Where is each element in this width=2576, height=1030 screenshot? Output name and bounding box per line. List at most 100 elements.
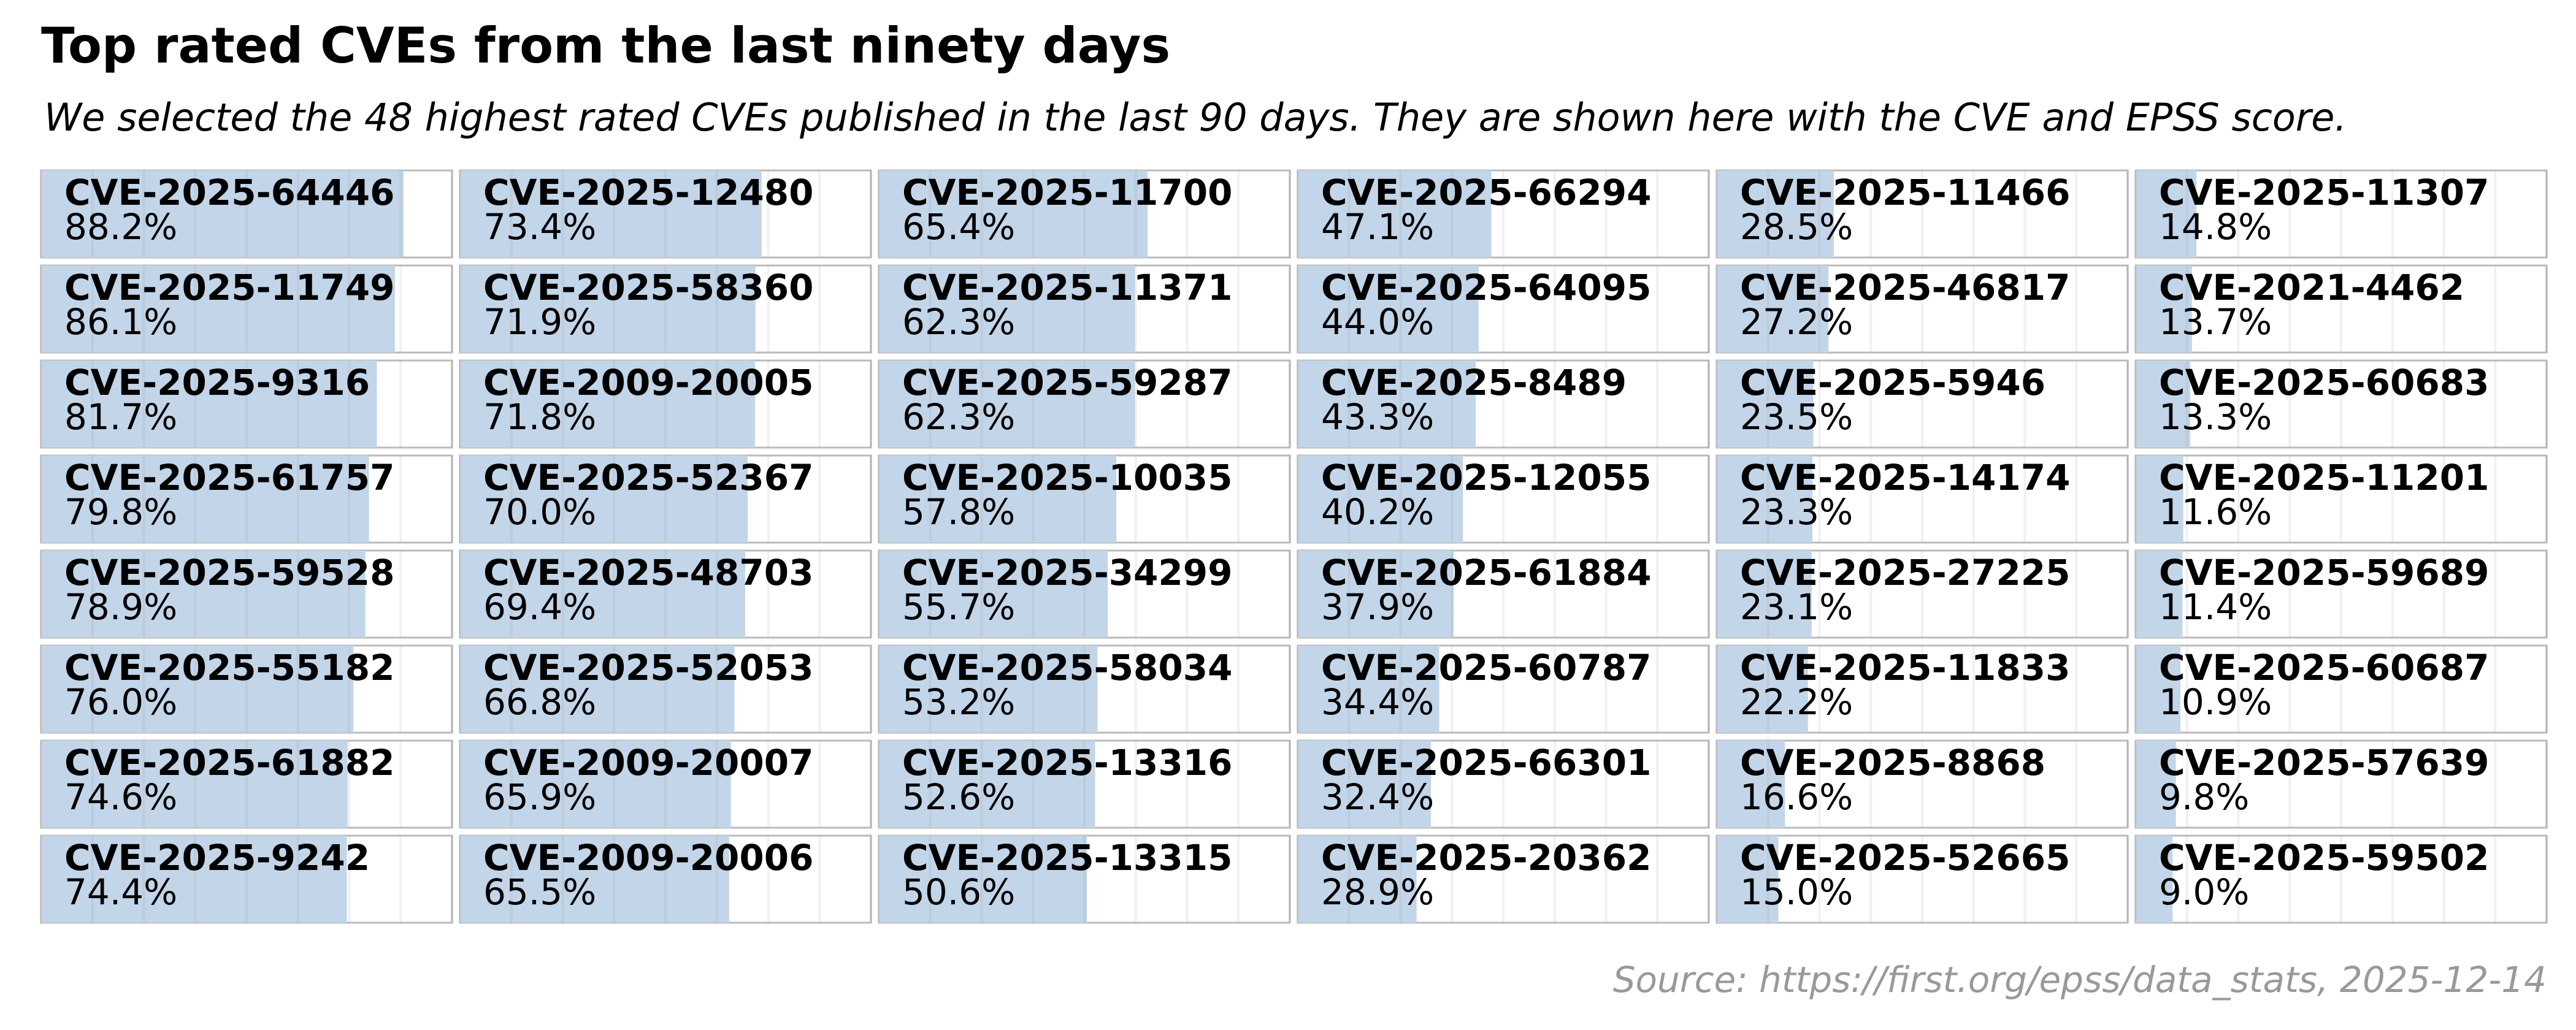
value-label: 32.4% [1321, 776, 1434, 818]
value-label: 65.4% [902, 206, 1015, 248]
value-label: 13.3% [2159, 396, 2272, 438]
bar [1298, 170, 1492, 258]
bar [879, 741, 1095, 828]
cve-label: CVE-2025-52665 [1740, 837, 2070, 879]
value-label: 73.4% [483, 206, 596, 248]
bar [2136, 551, 2183, 638]
value-label: 47.1% [1321, 206, 1434, 248]
cve-label: CVE-2025-48703 [483, 552, 813, 593]
bar [1298, 646, 1439, 733]
bar [1717, 170, 1834, 258]
cve-label: CVE-2009-20006 [483, 837, 813, 879]
cve-label: CVE-2025-11201 [2159, 457, 2489, 498]
bar [41, 265, 395, 353]
cve-label: CVE-2025-11749 [64, 267, 394, 308]
value-label: 11.4% [2159, 586, 2272, 628]
cve-label: CVE-2025-58034 [902, 647, 1232, 689]
value-label: 74.6% [64, 776, 177, 818]
value-label: 76.0% [64, 681, 177, 723]
bar [460, 836, 729, 923]
value-label: 28.5% [1740, 206, 1853, 248]
value-label: 62.3% [902, 396, 1015, 438]
bar [1717, 360, 1814, 448]
value-label: 14.8% [2159, 206, 2272, 248]
cve-label: CVE-2009-20005 [483, 362, 813, 403]
cve-label: CVE-2025-9316 [64, 362, 370, 403]
value-label: 34.4% [1321, 681, 1434, 723]
cve-label: CVE-2025-52053 [483, 647, 813, 689]
bar [460, 646, 735, 733]
cve-label: CVE-2025-64095 [1321, 267, 1651, 308]
source: Source: https://first.org/epss/data_stat… [1613, 959, 2547, 1001]
card [2134, 454, 2548, 544]
bar [2136, 741, 2176, 828]
cve-label: CVE-2025-61757 [64, 457, 394, 498]
value-label: 28.9% [1321, 871, 1434, 913]
chart-subtitle: We selected the 48 highest rated CVEs pu… [44, 95, 2347, 140]
bar [2136, 170, 2197, 258]
cve-label: CVE-2025-11700 [902, 172, 1232, 213]
bar [41, 360, 377, 448]
cve-label: CVE-2025-14174 [1740, 457, 2070, 498]
bar [1298, 551, 1454, 638]
cve-label: CVE-2025-60683 [2159, 362, 2489, 403]
value-label: 79.8% [64, 491, 177, 533]
card [2134, 169, 2548, 259]
cve-label: CVE-2025-10035 [902, 457, 1232, 498]
value-label: 43.3% [1321, 396, 1434, 438]
value-label: 10.9% [2159, 681, 2272, 723]
value-label: 23.3% [1740, 491, 1853, 533]
bar [460, 741, 731, 828]
value-label: 40.2% [1321, 491, 1434, 533]
bar [2136, 360, 2191, 448]
cve-label: CVE-2025-12480 [483, 172, 813, 213]
value-label: 53.2% [902, 681, 1015, 723]
card [2134, 834, 2548, 924]
chart-title: Top rated CVEs from the last ninety days [41, 17, 1170, 74]
cve-label: CVE-2025-59287 [902, 362, 1232, 403]
value-label: 9.8% [2159, 776, 2249, 818]
bar [879, 456, 1117, 543]
cve-label: CVE-2025-57639 [2159, 742, 2489, 784]
bar [460, 360, 756, 448]
bar [879, 360, 1135, 448]
cve-label: CVE-2021-4462 [2159, 267, 2464, 308]
bar [41, 741, 348, 828]
bar [1298, 741, 1432, 828]
cve-label: CVE-2025-20362 [1321, 837, 1651, 879]
card [2134, 739, 2548, 829]
value-label: 71.8% [483, 396, 596, 438]
value-label: 55.7% [902, 586, 1015, 628]
cve-label: CVE-2009-20007 [483, 742, 813, 784]
cve-label: CVE-2025-11466 [1740, 172, 2070, 213]
bar [1298, 456, 1463, 543]
value-label: 15.0% [1740, 871, 1853, 913]
card [2134, 549, 2548, 639]
value-label: 74.4% [64, 871, 177, 913]
cve-label: CVE-2025-9242 [64, 837, 370, 879]
bar [879, 170, 1148, 258]
value-label: 52.6% [902, 776, 1015, 818]
bar [41, 836, 347, 923]
value-label: 65.9% [483, 776, 596, 818]
bar [879, 646, 1098, 733]
cve-label: CVE-2025-5946 [1740, 362, 2045, 403]
value-label: 81.7% [64, 396, 177, 438]
bar [460, 265, 756, 353]
value-label: 9.0% [2159, 871, 2249, 913]
value-label: 78.9% [64, 586, 177, 628]
bar [1717, 741, 1785, 828]
card [1715, 834, 2129, 924]
value-label: 23.1% [1740, 586, 1853, 628]
cve-label: CVE-2025-60787 [1321, 647, 1651, 689]
bar [1298, 836, 1417, 923]
bar [1717, 265, 1829, 353]
bar [2136, 646, 2181, 733]
cve-label: CVE-2025-34299 [902, 552, 1232, 593]
cve-label: CVE-2025-13316 [902, 742, 1232, 784]
bar [2136, 265, 2192, 353]
bar [41, 646, 354, 733]
cve-label: CVE-2025-66301 [1321, 742, 1651, 784]
value-label: 13.7% [2159, 301, 2272, 343]
